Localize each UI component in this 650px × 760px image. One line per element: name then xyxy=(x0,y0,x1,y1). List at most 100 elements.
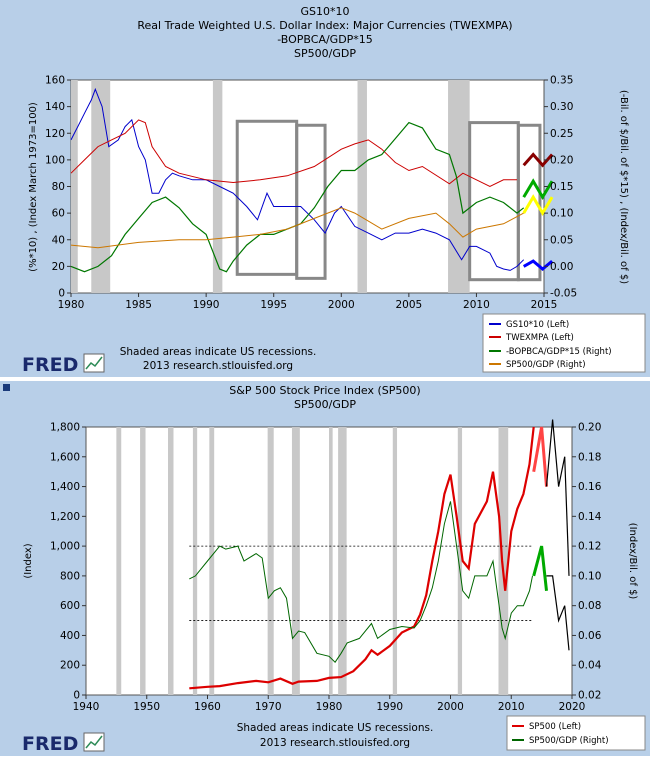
chart-1-recession-band-1 xyxy=(91,80,111,293)
chart-2-y-right-tick-label-3: 0.08 xyxy=(578,600,601,612)
chart-1-y-left-tick-label-4: 80 xyxy=(52,181,65,193)
chart-2-x-tick-label-5: 1990 xyxy=(376,701,403,713)
chart-2-y-left-tick-label-7: 1,400 xyxy=(50,481,80,493)
divider xyxy=(0,377,650,381)
chart-1-y-right-tick-label-8: 0.35 xyxy=(550,75,573,87)
chart-2-x-tick-label-7: 2010 xyxy=(498,701,525,713)
chart-1-y-right-tick-label-6: 0.25 xyxy=(550,128,573,140)
edge-marker xyxy=(3,384,10,391)
chart-2-recession-band-1 xyxy=(140,427,146,695)
fred-logo-2: FRED xyxy=(22,732,105,755)
chart-2-recession-band-6 xyxy=(291,427,300,695)
chart-2-recession-band-2 xyxy=(168,427,174,695)
chart-1-y-left-tick-label-6: 120 xyxy=(45,128,65,140)
chart-1-x-tick-label-6: 2010 xyxy=(463,299,490,311)
chart-2-x-tick-label-3: 1970 xyxy=(255,701,282,713)
chart-2-y-left-tick-label-4: 800 xyxy=(60,570,80,582)
chart-2-recession-band-10 xyxy=(457,427,463,695)
chart-2-y-left-tick-label-9: 1,800 xyxy=(50,422,80,434)
chart-2-recession-band-7 xyxy=(329,427,333,695)
chart-1-ylabel-left: (%*10) , (Index March 1973=100) xyxy=(28,102,39,272)
chart-2-recession-band-3 xyxy=(192,427,198,695)
chart-2-ylabel-right: (Index/Bil. of $) xyxy=(627,523,638,600)
legend-label-sp500gdp-2: SP500/GDP (Right) xyxy=(529,736,609,746)
chart-1-y-left-tick-label-0: 0 xyxy=(58,288,65,300)
chart-1-annotation-box-1 xyxy=(295,123,327,280)
chart-1-projection-mark-2 xyxy=(522,194,554,217)
chart-1-series-line-3 xyxy=(70,207,524,249)
chart-1-projection-mark-1 xyxy=(522,178,554,201)
chart-2-y-right-tick-label-2: 0.06 xyxy=(578,630,602,642)
chart-2-y-left-tick-label-8: 1,600 xyxy=(50,451,80,463)
chart-2-y-right-tick-label-9: 0.20 xyxy=(578,422,601,434)
chart-2-ylabel-left: (Index) xyxy=(23,543,34,578)
chart-1-annotation-box-3 xyxy=(516,123,542,282)
recession-note-2: Shaded areas indicate US recessions. xyxy=(237,722,434,734)
chart-1-ylabel-right: (-Bil. of $/Bil. of $*15) , (Index/Bil. … xyxy=(618,90,629,284)
legend-label-gs10: GS10*10 (Left) xyxy=(506,320,569,330)
chart-1-y-left-tick-label-3: 60 xyxy=(52,208,65,220)
chart-1-y-left-tick-label-7: 140 xyxy=(45,101,65,113)
chart-1-title-line-2: Real Trade Weighted U.S. Dollar Index: M… xyxy=(137,19,512,32)
fred-logo-chart-icon-2 xyxy=(83,732,105,752)
chart-2-recession-band-4 xyxy=(209,427,215,695)
chart-2-y-right-tick-label-7: 0.16 xyxy=(578,481,602,493)
chart-2-y-right-tick-label-4: 0.10 xyxy=(578,570,601,582)
chart-2-recession-band-9 xyxy=(392,427,398,695)
fred-logo-text: FRED xyxy=(22,354,78,376)
chart-2-y-left-tick-label-1: 200 xyxy=(60,660,80,672)
chart-2-y-left-tick-label-0: 0 xyxy=(73,690,80,702)
chart-1-y-right-tick-label-5: 0.20 xyxy=(550,154,573,166)
chart-2-y-left-tick-label-2: 400 xyxy=(60,630,80,642)
chart-2-y-left-tick-label-3: 600 xyxy=(60,600,80,612)
source-note-1: 2013 research.stlouisfed.org xyxy=(143,360,293,372)
chart-2-x-tick-label-6: 2000 xyxy=(437,701,464,713)
chart-2-recession-band-8 xyxy=(338,427,347,695)
chart-1-recession-band-2 xyxy=(212,80,223,293)
chart-1-series-line-0 xyxy=(70,87,525,271)
chart-2-projection-mark-0 xyxy=(532,426,548,487)
chart-1-y-right-tick-label-1: 0.00 xyxy=(550,261,573,273)
chart-2-x-tick-label-2: 1960 xyxy=(194,701,221,713)
chart-1-x-tick-label-5: 2005 xyxy=(395,299,422,311)
chart-2-projection-mark-2 xyxy=(545,419,566,487)
chart-2-projection-mark-3 xyxy=(564,456,570,576)
chart-1-recession-band-3 xyxy=(357,80,367,293)
legend-label-twexmpa: TWEXMPA (Left) xyxy=(505,333,574,343)
chart-2-y-right-tick-label-8: 0.18 xyxy=(578,451,601,463)
chart-1-y-right-tick-label-2: 0.05 xyxy=(550,234,573,246)
chart-1-x-tick-label-7: 2015 xyxy=(531,299,558,311)
chart-2-x-tick-label-8: 2020 xyxy=(559,701,586,713)
panel-2: 1940 1950 1960 1970 1980 1990 2000 2010 2020 0 200… xyxy=(50,419,602,713)
chart-2-x-tick-label-4: 1980 xyxy=(316,701,343,713)
chart-1-x-tick-label-3: 1995 xyxy=(260,299,287,311)
chart-2-series-line-1 xyxy=(189,501,533,663)
fred-logo-1: FRED xyxy=(22,353,105,376)
chart-1-recession-band-0 xyxy=(71,80,78,293)
chart-1-y-left-tick-label-8: 160 xyxy=(45,75,65,87)
chart-1-title-line-1: GS10*10 xyxy=(300,5,349,18)
chart-2-legend xyxy=(506,715,646,751)
panel-1: 1980 1985 1990 1995 2000 2005 2010 2015 0 20 40 60 8… xyxy=(45,75,577,312)
legend-label-sp500gdp: SP500/GDP (Right) xyxy=(506,360,586,370)
chart-1-projection-mark-3 xyxy=(522,259,554,271)
chart-1-y-right-tick-label-0: -0.05 xyxy=(550,288,577,300)
legend-label-bopbca: -BOPBCA/GDP*15 (Right) xyxy=(506,347,612,357)
chart-2-recession-band-11 xyxy=(498,427,509,695)
chart-1-x-tick-label-4: 2000 xyxy=(328,299,355,311)
chart-2-y-left-tick-label-6: 1,200 xyxy=(50,511,80,523)
chart-1-y-left-tick-label-1: 20 xyxy=(52,261,65,273)
chart-1-y-right-tick-label-7: 0.30 xyxy=(550,101,573,113)
chart-1-y-left-tick-label-2: 40 xyxy=(52,234,65,246)
chart-1-recession-band-4 xyxy=(448,80,470,293)
fred-logo-text-2: FRED xyxy=(22,733,78,755)
chart-2-y-right-tick-label-1: 0.04 xyxy=(578,660,602,672)
chart-1-y-right-tick-label-3: 0.10 xyxy=(550,208,573,220)
chart-1-title-line-3: -BOPBCA/GDP*15 xyxy=(277,33,373,46)
chart-1-x-tick-label-0: 1980 xyxy=(58,299,85,311)
chart-1-x-tick-label-2: 1990 xyxy=(193,299,220,311)
recession-note-1: Shaded areas indicate US recessions. xyxy=(120,346,317,358)
chart-1-legend xyxy=(482,313,646,373)
chart-2-recession-band-5 xyxy=(267,427,274,695)
